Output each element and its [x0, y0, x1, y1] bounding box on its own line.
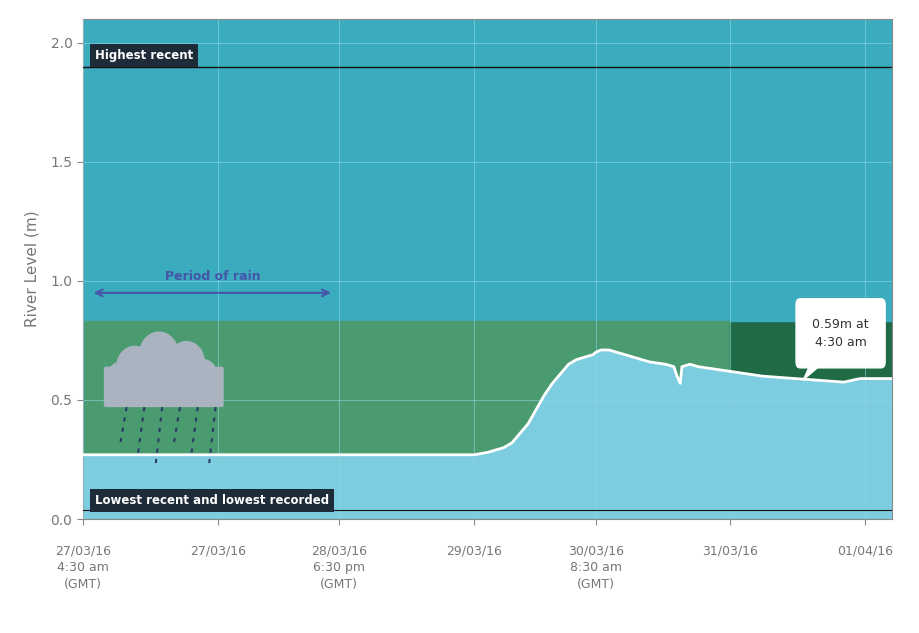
Ellipse shape: [107, 362, 136, 395]
Ellipse shape: [187, 360, 217, 393]
Text: Period of rain: Period of rain: [165, 270, 260, 284]
Text: 0.59m at
4:30 am: 0.59m at 4:30 am: [811, 318, 868, 349]
Text: 28/03/16
6:30 pm
(GMT): 28/03/16 6:30 pm (GMT): [311, 544, 367, 591]
Text: 30/03/16
8:30 am
(GMT): 30/03/16 8:30 am (GMT): [567, 544, 623, 591]
Text: 29/03/16: 29/03/16: [446, 544, 502, 557]
Text: 27/03/16: 27/03/16: [189, 544, 245, 557]
Text: 31/03/16: 31/03/16: [702, 544, 757, 557]
Ellipse shape: [168, 342, 204, 382]
Text: 01/04/16: 01/04/16: [836, 544, 892, 557]
Text: 27/03/16
4:30 am
(GMT): 27/03/16 4:30 am (GMT): [55, 544, 110, 591]
Ellipse shape: [140, 332, 178, 377]
Text: Highest recent: Highest recent: [95, 49, 193, 62]
Text: Lowest recent and lowest recorded: Lowest recent and lowest recorded: [95, 494, 329, 507]
Ellipse shape: [117, 346, 153, 387]
FancyBboxPatch shape: [104, 367, 223, 407]
Polygon shape: [802, 362, 823, 380]
Y-axis label: River Level (m): River Level (m): [24, 211, 40, 327]
FancyBboxPatch shape: [795, 299, 884, 368]
